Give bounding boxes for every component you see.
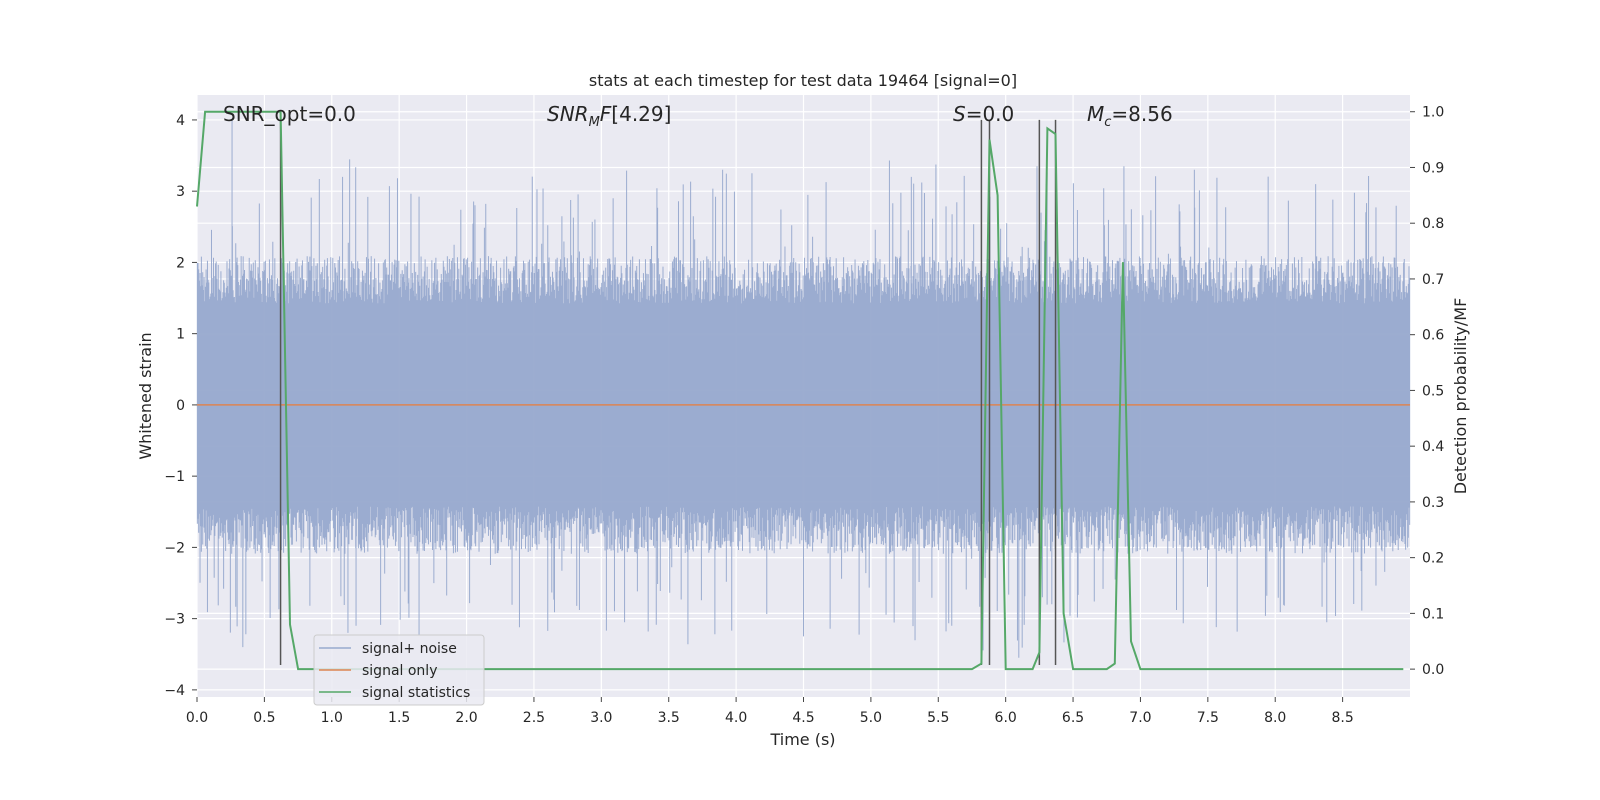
x-tick-label: 5.0	[860, 710, 882, 726]
y-right-tick-label: 0.1	[1422, 606, 1444, 622]
series-signal-statistics	[196, 110, 1404, 671]
y-left-tick-label: −3	[164, 612, 185, 628]
y-right-tick-label: 1.0	[1422, 105, 1444, 121]
signal-noise-series	[196, 119, 1411, 658]
annotation-s: S=0.0	[953, 102, 1014, 126]
x-tick-label: 3.0	[590, 710, 612, 726]
y-right-tick-label: 0.5	[1422, 383, 1444, 399]
y-left-tick-label: −1	[164, 469, 185, 485]
y-axis-title-right: Detection probability/MF	[1451, 298, 1470, 495]
y-axis-title-left: Whitened strain	[136, 332, 155, 459]
x-tick-label: 4.0	[725, 710, 747, 726]
x-tick-label: 6.5	[1062, 710, 1084, 726]
y-left-tick-label: −2	[164, 540, 185, 556]
x-tick-label: 3.5	[658, 710, 680, 726]
x-tick-label: 0.0	[186, 710, 208, 726]
x-tick-label: 7.0	[1129, 710, 1151, 726]
y-left-tick-label: 4	[176, 113, 185, 129]
x-axis-title: Time (s)	[769, 730, 835, 749]
lines	[196, 110, 1410, 671]
legend: signal+ noise signal only signal statist…	[313, 634, 485, 706]
y-left-tick-label: −4	[164, 683, 185, 699]
ticks: 0.0 0.5 1.0 1.5 2.0 2.5 3.0 3.5 4.0 4.5 5.0 5.5 6.0 6…	[164, 105, 1444, 726]
x-tick-label: 7.5	[1197, 710, 1219, 726]
y-right-tick-label: 0.6	[1422, 328, 1444, 344]
y-right-tick-label: 0.9	[1422, 160, 1444, 176]
legend-box	[313, 634, 485, 706]
legend-label-signal-noise: signal+ noise	[362, 641, 457, 657]
x-tick-label: 1.5	[388, 710, 410, 726]
y-left-tick-label: 3	[176, 184, 185, 200]
y-left-tick-label: 0	[176, 398, 185, 414]
x-tick-label: 2.0	[455, 710, 477, 726]
y-right-tick-label: 0.4	[1422, 439, 1444, 455]
x-tick-label: 6.0	[995, 710, 1017, 726]
x-tick-label: 8.0	[1264, 710, 1286, 726]
x-tick-label: 8.5	[1331, 710, 1353, 726]
x-tick-label: 4.5	[792, 710, 814, 726]
y-right-tick-label: 0.8	[1422, 216, 1444, 232]
x-tick-label: 5.5	[927, 710, 949, 726]
x-tick-label: 0.5	[253, 710, 275, 726]
legend-label-signal-only: signal only	[362, 663, 437, 679]
y-right-tick-label: 0.3	[1422, 495, 1444, 511]
chart-title: stats at each timestep for test data 194…	[589, 71, 1017, 90]
annotation-snr-mf: SNRMF[4.29]	[547, 102, 671, 130]
x-tick-label: 1.0	[321, 710, 343, 726]
y-right-tick-label: 0.0	[1422, 662, 1444, 678]
series-signal-noise-trace	[196, 119, 1411, 658]
y-left-tick-label: 2	[176, 255, 185, 271]
y-right-tick-label: 0.7	[1422, 272, 1444, 288]
y-left-tick-label: 1	[176, 327, 185, 343]
y-right-tick-label: 0.2	[1422, 551, 1444, 567]
legend-label-signal-statistics: signal statistics	[362, 685, 470, 701]
annotation-mc: Mc=8.56	[1087, 102, 1173, 130]
x-tick-label: 2.5	[523, 710, 545, 726]
annotation-snr-opt: SNR_opt=0.0	[223, 102, 356, 126]
